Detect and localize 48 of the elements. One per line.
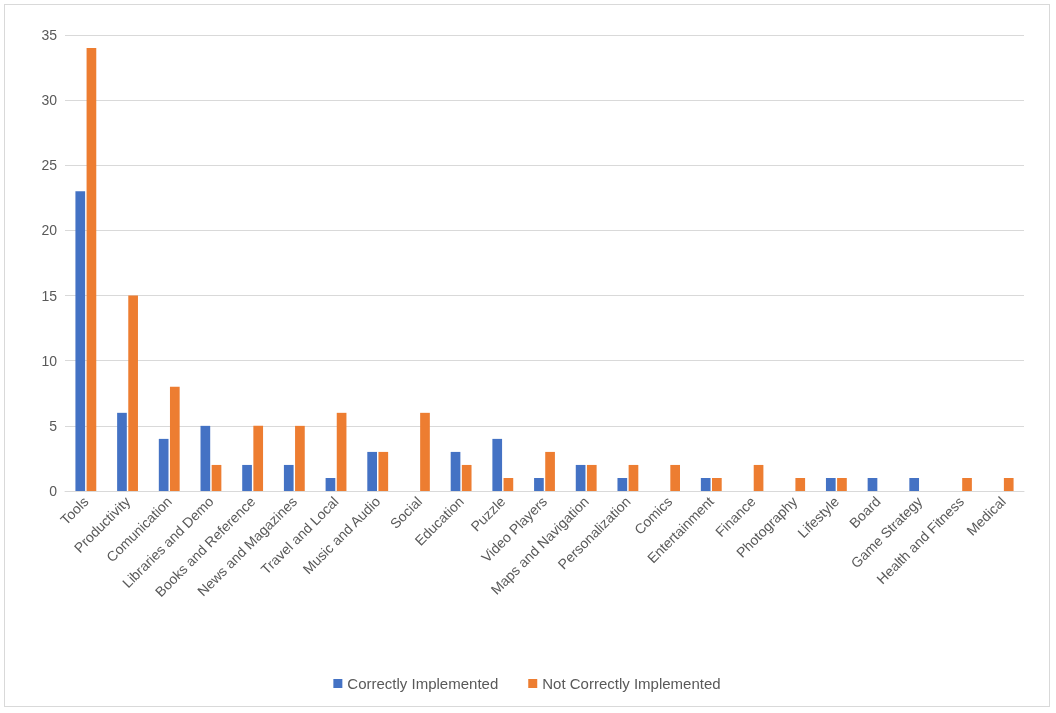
bar [420, 412, 430, 491]
bar [617, 477, 628, 491]
bar [534, 477, 544, 491]
y-tick-label: 35 [41, 27, 58, 43]
bar [283, 464, 294, 491]
bar [492, 438, 503, 491]
bar [670, 464, 681, 491]
bar [378, 451, 389, 491]
bar [712, 477, 722, 491]
bar [169, 386, 180, 491]
y-tick-label: 25 [41, 157, 58, 174]
bar [795, 477, 806, 491]
bar [575, 464, 586, 491]
bar [253, 425, 264, 491]
bar [503, 477, 514, 491]
y-tick-label: 15 [41, 287, 58, 304]
bar [837, 477, 847, 491]
bar [200, 425, 211, 491]
bar [962, 477, 972, 491]
legend-label: Correctly Implemented [347, 675, 499, 692]
bar [325, 477, 336, 491]
bar [450, 451, 461, 491]
bar [295, 425, 305, 491]
bar [86, 48, 97, 491]
bar [336, 412, 347, 491]
bar [700, 477, 711, 491]
y-tick-label: 5 [49, 417, 58, 434]
y-tick-label: 20 [41, 222, 58, 239]
bar [867, 477, 878, 491]
legend-label: Not Correctly Implemented [542, 675, 721, 692]
bar [117, 412, 127, 491]
bar [211, 464, 222, 491]
y-tick-label: 0 [49, 483, 58, 499]
bar [1003, 477, 1014, 491]
bar [909, 477, 920, 491]
bar [128, 295, 138, 491]
bar [586, 464, 597, 491]
bar [158, 438, 169, 491]
bar [545, 451, 555, 491]
y-tick-label: 10 [41, 352, 58, 369]
bar [825, 477, 836, 491]
bar [242, 464, 252, 491]
y-tick-label: 30 [41, 92, 58, 109]
bar [75, 191, 86, 491]
bar [628, 464, 639, 491]
bar [461, 464, 472, 491]
bar [753, 464, 764, 491]
bar [367, 451, 377, 491]
